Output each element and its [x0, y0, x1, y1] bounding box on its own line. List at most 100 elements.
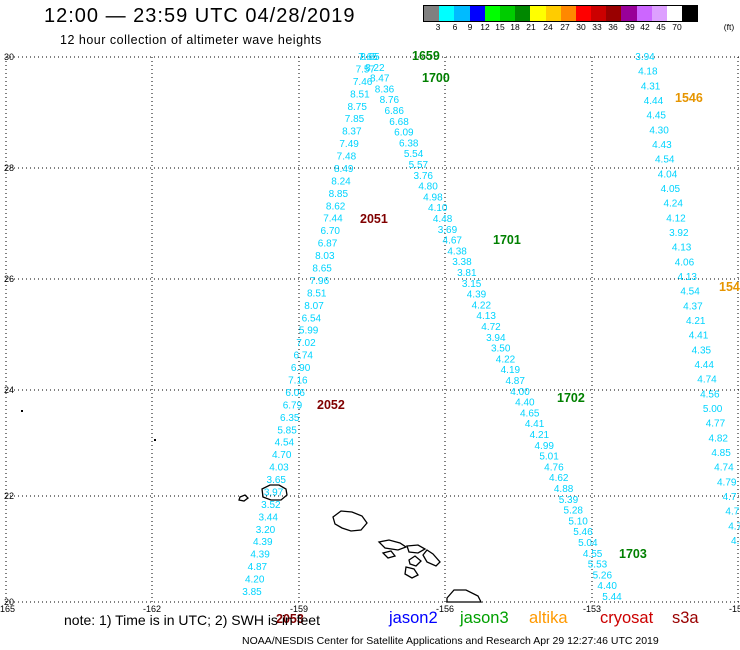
map-subtitle: 12 hour collection of altimeter wave hei…: [60, 33, 322, 47]
wave-height-value: 4.39: [250, 550, 270, 561]
colorbar-swatch: [454, 6, 470, 21]
wave-height-value: 5.54: [404, 149, 424, 160]
wave-height-value: 8.37: [342, 127, 362, 138]
wave-height-value: 4.72: [481, 322, 501, 333]
wave-height-value: 8.47: [370, 74, 390, 85]
lat-tick-label: 20: [4, 597, 14, 607]
colorbar-label: 21: [526, 22, 536, 32]
pass-time-label: 1546: [675, 91, 703, 105]
wave-height-value: 8.65: [360, 52, 380, 63]
wave-height-value: 3.94: [635, 52, 655, 63]
wave-height-value: 7.96: [310, 276, 330, 287]
wave-height-value: 3.52: [261, 500, 281, 511]
wave-height-value: 8.36: [375, 84, 395, 95]
wave-height-value: 4.22: [496, 354, 516, 365]
lat-tick-label: 22: [4, 491, 14, 501]
wave-height-value: 3.69: [438, 225, 458, 236]
colorbar-label: 12: [480, 22, 490, 32]
wave-height-value: 4.19: [501, 365, 521, 376]
credit-line: NOAA/NESDIS Center for Satellite Applica…: [242, 635, 659, 647]
pass-time-label: 2052: [317, 398, 345, 412]
wave-height-value: 5.44: [602, 592, 622, 603]
colorbar-label: 30: [576, 22, 586, 32]
wave-height-colorbar: [423, 5, 699, 22]
colorbar-swatch: [651, 6, 667, 21]
wave-height-value: 7.44: [323, 214, 343, 225]
pass-time-label: 1702: [557, 391, 585, 405]
colorbar-label: 9: [467, 22, 473, 32]
wave-height-value: 8.75: [347, 102, 367, 113]
lat-tick-label: 24: [4, 385, 14, 395]
wave-height-value: 5.04: [578, 538, 598, 549]
wave-height-value: 4.13: [672, 243, 692, 254]
colorbar-label: 39: [625, 22, 635, 32]
wave-height-value: 4.74: [697, 375, 717, 386]
wave-height-value: 5.99: [299, 326, 319, 337]
legend-jason3: jason3: [460, 609, 509, 627]
wave-height-value: 5.46: [573, 527, 593, 538]
wave-height-value: 3.44: [258, 512, 278, 523]
wave-height-value: 3.15: [462, 279, 482, 290]
wave-height-value: 4.22: [472, 300, 492, 311]
wave-height-value: 4.18: [638, 67, 658, 78]
pass-time-label: 2053: [276, 612, 304, 626]
wave-height-value: 7.85: [345, 114, 365, 125]
colorbar-unit: (ft): [723, 22, 735, 32]
island-outline: [381, 550, 397, 559]
wave-height-value: 4.13: [476, 311, 496, 322]
wave-height-value: 3.94: [486, 333, 506, 344]
wave-height-value: 4.54: [655, 155, 675, 166]
wave-height-value: 4.85: [711, 448, 731, 459]
wave-height-value: 4.88: [554, 484, 574, 495]
wave-height-value: 7.46: [353, 77, 373, 88]
wave-height-value: 4.39: [467, 290, 487, 301]
wave-height-value: 5.85: [277, 425, 297, 436]
colorbar-swatch: [530, 6, 546, 21]
lon-tick-label: -153: [583, 604, 601, 614]
wave-height-value: 6.79: [283, 400, 303, 411]
wave-height-value: 4.06: [675, 257, 695, 268]
island-outline: [332, 510, 368, 532]
colorbar-label: 70: [672, 22, 682, 32]
island-outline: [446, 589, 483, 603]
lon-tick-label: -165: [0, 604, 15, 614]
wave-height-value: 4.54: [275, 438, 295, 449]
wave-height-value: 8.76: [380, 95, 400, 106]
island-outline: [377, 539, 408, 551]
wave-height-value: 4.41: [689, 331, 709, 342]
wave-height-value: 4.74: [714, 463, 734, 474]
colorbar-label: 45: [656, 22, 666, 32]
wave-height-value: 8.24: [331, 176, 351, 187]
wave-height-value: 6.54: [302, 313, 322, 324]
colorbar-label: 6: [452, 22, 458, 32]
colorbar-label: 15: [495, 22, 505, 32]
island-outline: [238, 494, 249, 502]
wave-height-value: 5.53: [588, 560, 608, 571]
wave-height-value: 6.86: [384, 106, 404, 117]
colorbar-label: 18: [510, 22, 520, 32]
wave-height-value: 3.76: [414, 171, 434, 182]
lon-tick-label: -162: [143, 604, 161, 614]
wave-height-value: 4.40: [597, 581, 617, 592]
lon-tick-label: -159: [290, 604, 308, 614]
wave-height-value: 4.31: [641, 81, 661, 92]
wave-height-value: 7.48: [337, 152, 357, 163]
map-title: 12:00 — 23:59 UTC 04/28/2019: [44, 5, 356, 27]
colorbar-label: 42: [640, 22, 650, 32]
wave-height-value: 4.99: [535, 441, 555, 452]
wave-height-value: 4.13: [678, 272, 698, 283]
wave-height-value: 4.7: [728, 521, 740, 532]
wave-height-value: 6.38: [399, 138, 419, 149]
wave-height-value: 5.00: [703, 404, 723, 415]
wave-height-value: 6.90: [291, 363, 311, 374]
pass-time-label: 1659: [412, 49, 440, 63]
lat-tick-label: 28: [4, 163, 14, 173]
wave-height-value: 4.45: [647, 111, 667, 122]
colorbar-swatch: [499, 6, 516, 21]
colorbar-label: 36: [608, 22, 618, 32]
pass-time-label: 2051: [360, 212, 388, 226]
wave-height-value: 4.62: [549, 473, 569, 484]
wave-height-value: 3.97: [264, 487, 284, 498]
wave-height-value: 4.65: [520, 408, 540, 419]
